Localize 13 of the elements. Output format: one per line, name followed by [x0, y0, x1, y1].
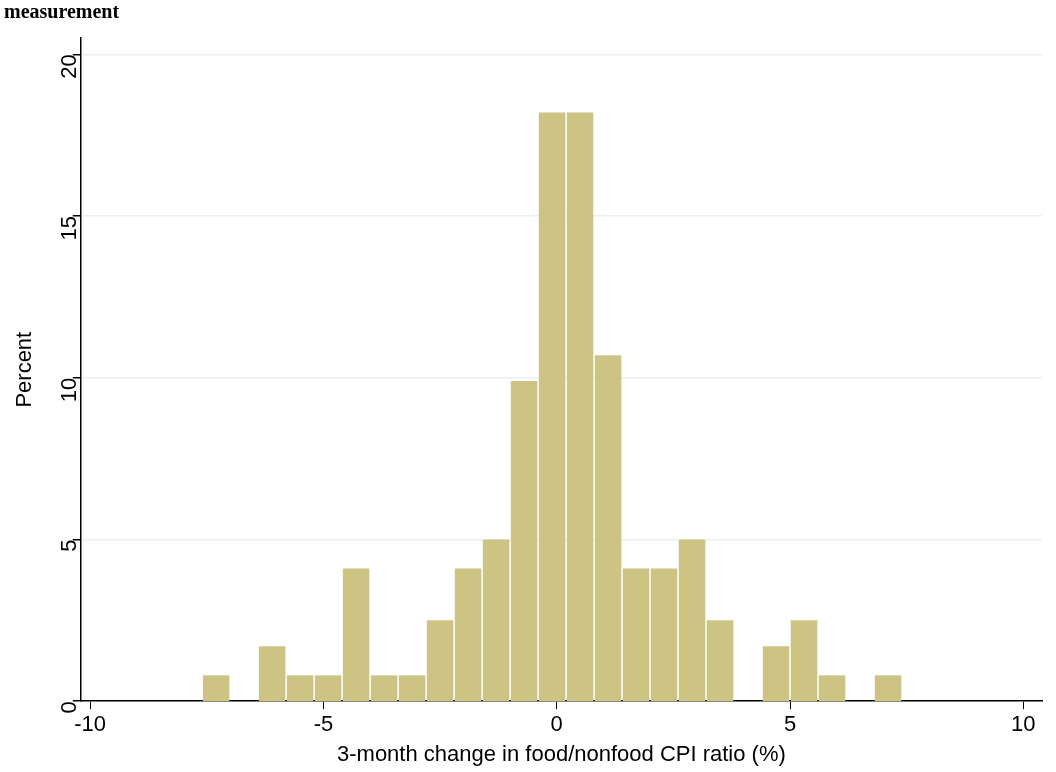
- x-tick-label: -10: [74, 711, 107, 737]
- y-tick-label: 10: [55, 377, 81, 403]
- y-tick-label: 15: [55, 216, 81, 241]
- x-tick-label: 10: [1011, 711, 1036, 737]
- y-tick-label: 5: [55, 539, 81, 552]
- x-tick-label: -5: [313, 711, 334, 737]
- x-tick-label: 0: [550, 711, 563, 737]
- y-axis-title: Percent: [11, 331, 37, 408]
- y-tick-label: 0: [55, 701, 81, 714]
- y-tick-label: 20: [55, 54, 81, 79]
- x-axis-title: 3-month change in food/nonfood CPI ratio (%): [336, 740, 786, 766]
- chart-title: measurement: [4, 0, 120, 23]
- x-tick-label: 5: [783, 711, 797, 737]
